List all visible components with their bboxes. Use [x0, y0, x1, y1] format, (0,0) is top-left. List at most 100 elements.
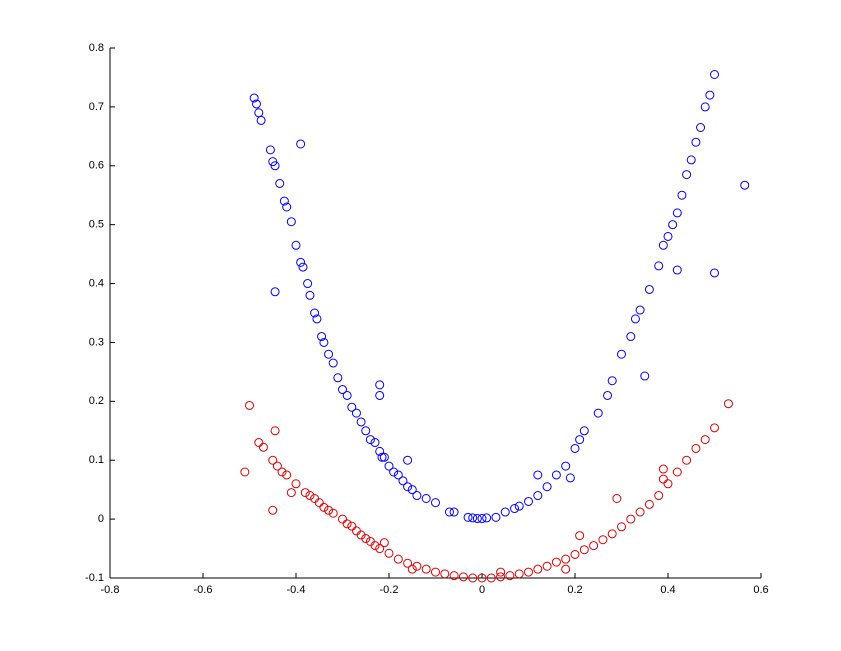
point	[575, 435, 585, 445]
point	[370, 541, 380, 551]
point	[468, 573, 478, 583]
x-tick-label: 0.2	[567, 584, 582, 596]
point	[640, 371, 650, 381]
y-tick-label: 0.3	[89, 336, 104, 348]
point	[700, 435, 710, 445]
point	[375, 544, 385, 554]
point	[561, 554, 571, 564]
point	[449, 507, 459, 517]
point	[431, 567, 440, 577]
point	[477, 573, 487, 583]
point	[682, 170, 692, 180]
point	[579, 426, 589, 436]
point	[249, 93, 259, 103]
point	[375, 380, 385, 390]
point	[691, 137, 701, 147]
point	[533, 470, 543, 480]
point	[593, 408, 603, 418]
point	[570, 443, 580, 453]
point	[710, 268, 719, 278]
point	[403, 455, 413, 465]
point	[686, 155, 696, 165]
point	[305, 491, 315, 501]
point	[514, 501, 524, 511]
point	[505, 571, 515, 581]
point	[377, 452, 387, 462]
point	[421, 494, 431, 503]
point	[635, 305, 645, 315]
point	[407, 485, 417, 495]
y-tick-label: 0.4	[89, 277, 104, 289]
point	[740, 180, 750, 190]
point	[449, 571, 459, 581]
point	[254, 438, 264, 448]
point	[514, 569, 524, 579]
point	[579, 545, 589, 555]
point	[696, 123, 706, 132]
point	[333, 373, 343, 383]
y-tick-label: 0.5	[89, 219, 104, 231]
point	[300, 488, 310, 498]
y-tick-label: 0	[98, 513, 104, 525]
point	[375, 446, 385, 456]
point	[338, 514, 347, 524]
point	[542, 482, 552, 492]
point	[412, 491, 422, 501]
y-tick-label: 0.7	[89, 101, 104, 113]
point	[328, 358, 338, 368]
point	[282, 202, 292, 212]
point	[440, 569, 450, 579]
point	[310, 308, 320, 318]
point	[277, 467, 287, 477]
point	[551, 557, 561, 567]
point	[256, 115, 266, 125]
point	[342, 519, 352, 529]
point	[710, 423, 719, 433]
point	[607, 529, 617, 539]
point	[379, 452, 389, 462]
point	[630, 314, 640, 324]
point	[286, 217, 296, 227]
x-tick-label: 0	[479, 584, 485, 596]
point	[533, 564, 543, 574]
point	[398, 476, 408, 486]
point	[561, 461, 571, 471]
point	[672, 265, 682, 275]
point	[542, 561, 552, 571]
point	[279, 196, 289, 206]
point	[500, 507, 510, 517]
point	[356, 417, 366, 427]
point	[663, 231, 673, 241]
point	[598, 535, 608, 545]
point	[654, 491, 664, 501]
point	[240, 467, 250, 477]
point	[251, 99, 261, 109]
point	[524, 567, 533, 577]
point	[626, 332, 636, 342]
point	[603, 390, 613, 400]
point	[298, 262, 308, 272]
x-tick-label: 0.4	[660, 584, 675, 596]
point	[607, 376, 617, 386]
x-tick-label: -0.8	[101, 584, 120, 596]
point	[407, 564, 417, 574]
point	[496, 567, 506, 577]
point	[403, 558, 413, 568]
point	[617, 349, 626, 359]
point	[347, 521, 357, 531]
point	[282, 470, 292, 480]
point	[644, 284, 654, 294]
point	[421, 564, 431, 574]
point	[384, 461, 394, 471]
point	[347, 402, 357, 412]
point	[270, 161, 280, 171]
point	[663, 479, 673, 489]
point	[658, 240, 668, 250]
point	[291, 240, 301, 250]
point	[561, 564, 571, 574]
point	[265, 145, 275, 155]
point	[312, 314, 322, 324]
point	[393, 554, 403, 564]
point	[310, 494, 320, 503]
